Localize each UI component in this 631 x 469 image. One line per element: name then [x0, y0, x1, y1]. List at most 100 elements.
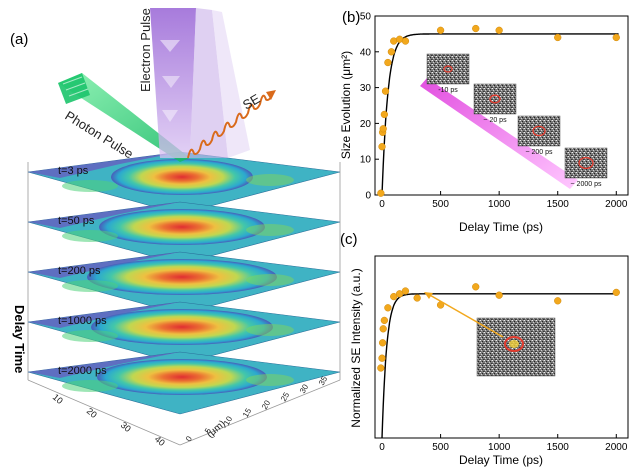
x-tick-label: 1000 [488, 442, 511, 453]
data-point [390, 292, 398, 301]
data-point [384, 58, 392, 67]
y-tick-label: 20 [260, 398, 273, 411]
layer-delay-label: t=200 ps [58, 265, 101, 277]
trend-arrow-b [420, 78, 578, 189]
inset-image: ~ 200 ps [517, 115, 561, 156]
data-point [387, 48, 396, 56]
data-point [554, 297, 562, 305]
panel-c-chart: (c) 0 500 1000 1500 2000 Normalized SE Inten… [340, 231, 629, 467]
axis-ticks-c: 0 500 1000 1500 2000 [379, 434, 628, 453]
x-tick-label: 0 [379, 199, 385, 210]
inset-image-c [476, 317, 556, 377]
photon-pulse-beam [58, 73, 190, 162]
inset-delay-label: ~ 200 ps [525, 149, 553, 156]
axis-ticks-b: 0 500 1000 1500 2000 0 10 20 30 40 50 [360, 12, 628, 211]
inset-delay-label: -10 ps [438, 87, 458, 94]
plot-frame-c [374, 255, 629, 439]
y-tick-label: 25 [279, 390, 292, 403]
x-tick-label: 1500 [547, 199, 570, 210]
x-tick-label: 10 [51, 392, 65, 406]
x-tick-label: 2000 [605, 442, 628, 453]
data-point [612, 288, 620, 297]
x-tick-label: 20 [85, 406, 99, 420]
panel-a-3d-stack: (a) t=3 ps t=50 ps t=200 ps t=1000 ps t=2000… [10, 8, 341, 448]
x-tick-label: 1500 [547, 442, 570, 453]
heatmap-layer: t=1000 ps [27, 301, 341, 365]
inset-image: ~ 2000 ps [564, 147, 608, 188]
inset-pointer-arrow-c [424, 292, 504, 338]
data-point [436, 26, 445, 34]
layer-delay-label: t=50 ps [58, 215, 95, 227]
y-tick-label: 50 [360, 12, 372, 23]
data-point [472, 283, 480, 291]
inset-delay-label: ~ 2000 ps [571, 181, 602, 188]
y-tick-label: 15 [241, 406, 254, 419]
heatmap-layers: t=3 ps t=50 ps t=200 ps t=1000 ps t=2000 ps [27, 151, 341, 415]
x-axis-ticks: 10 20 30 40 [51, 392, 167, 448]
data-point [472, 24, 480, 33]
inset-delay-label: ~ 20 ps [483, 117, 507, 124]
data-points-b [377, 24, 620, 197]
x-axis-label-b: Delay Time (ps) [459, 220, 543, 234]
panel-b-label: (b) [342, 9, 360, 26]
y-tick-label: 0 [365, 191, 371, 202]
data-point [379, 125, 387, 133]
data-point [413, 294, 421, 302]
data-point [384, 304, 392, 312]
plot-frame-b [374, 15, 629, 196]
x-tick-label: 30 [119, 420, 133, 434]
x-tick-label: 500 [432, 442, 449, 453]
heatmap-layer: t=2000 ps [27, 351, 341, 415]
data-point [378, 354, 386, 362]
data-point [495, 291, 503, 299]
x-tick-label: 40 [153, 434, 167, 448]
heatmap-layer: t=200 ps [27, 251, 341, 315]
layer-delay-label: t=2000 ps [58, 365, 107, 377]
data-point [395, 290, 404, 298]
y-axis-label-c: Normalized SE Intensity (a.u.) [349, 268, 363, 427]
x-tick-label: 500 [432, 199, 449, 210]
data-point [377, 189, 385, 197]
y-tick-label: 10 [360, 155, 372, 166]
layer-delay-label: t=3 ps [58, 165, 89, 177]
data-point [380, 110, 389, 119]
x-axis-label-c: Delay Time (ps) [459, 453, 543, 467]
electron-pulse-beam [150, 8, 250, 158]
fit-curve [381, 33, 619, 196]
data-point [401, 37, 410, 45]
fit-curve-b [381, 33, 619, 196]
data-point [495, 26, 503, 34]
data-point [377, 364, 385, 372]
data-points-c [377, 283, 620, 372]
y-tick-label: 5 [203, 426, 213, 435]
data-point [554, 33, 562, 42]
electron-pulse-label: Electron Pulse [138, 8, 153, 92]
y-tick-label: 20 [360, 119, 372, 130]
data-point [381, 87, 390, 95]
y-tick-label: 0 [184, 434, 194, 443]
heatmap-layer: t=3 ps [27, 151, 341, 215]
y-axis-label-b: Size Evolution (μm²) [339, 51, 353, 159]
data-point [380, 316, 389, 325]
y-tick-label: 40 [360, 47, 372, 58]
data-point [378, 339, 387, 347]
data-point [401, 287, 410, 295]
data-point [378, 143, 386, 151]
heatmap-layer: t=50 ps [27, 201, 341, 265]
se-emission-arrow [187, 90, 276, 159]
x-tick-label: 1000 [488, 199, 511, 210]
panel-a-label: (a) [10, 31, 28, 48]
inset-image: -10 ps [426, 53, 470, 94]
y-tick-label: 30 [360, 83, 372, 94]
panel-b-chart: (b) 0 500 1000 1500 2000 0 10 20 30 40 50 Size Evo… [339, 9, 629, 234]
inset-images-b: -10 ps ~ 20 ps ~ 200 ps ~ 2000 ps [426, 53, 608, 188]
se-label: SE [240, 91, 263, 113]
panel-c-label: (c) [340, 231, 358, 248]
data-point [612, 33, 620, 42]
x-tick-label: 0 [379, 442, 385, 453]
layer-delay-label: t=1000 ps [58, 315, 107, 327]
delay-time-axis-label: Delay Time [12, 305, 27, 373]
x-tick-label: 2000 [605, 199, 628, 210]
inset-image: ~ 20 ps [473, 83, 517, 124]
